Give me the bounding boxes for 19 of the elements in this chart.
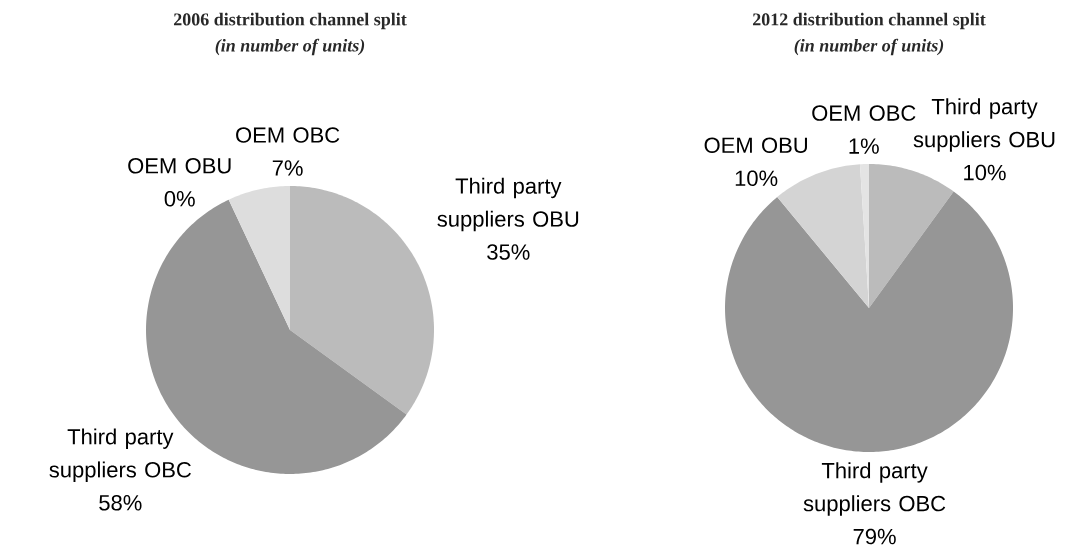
text: 0% — [164, 190, 195, 207]
chart-title: 2006 distribution channel split — [173, 12, 407, 30]
chart-subtitle: (in number of units) — [794, 38, 944, 56]
slice-label: Third party suppliers OBC — [803, 462, 946, 516]
slice-label: Third party suppliers OBC — [49, 428, 191, 482]
data-label: 79% — [853, 528, 896, 545]
data-label: 10% — [735, 170, 778, 187]
slice-label: OEM OBU — [704, 137, 807, 154]
chart-subtitle: (in number of units) — [215, 38, 365, 56]
chart-title: 2012 distribution channel split — [752, 12, 986, 30]
slice-label: OEM OBC — [812, 105, 916, 121]
data-label: 10% — [964, 164, 1006, 181]
data-label: 1% — [849, 138, 879, 154]
data-label: 7% — [272, 160, 303, 176]
category-label: OEM OBU — [128, 157, 231, 174]
data-label: 58% — [99, 494, 142, 511]
slice-label: OEM OBC — [236, 127, 340, 143]
slice-label: Third party suppliers OBU — [437, 177, 579, 232]
data-label: 35% — [487, 244, 530, 260]
